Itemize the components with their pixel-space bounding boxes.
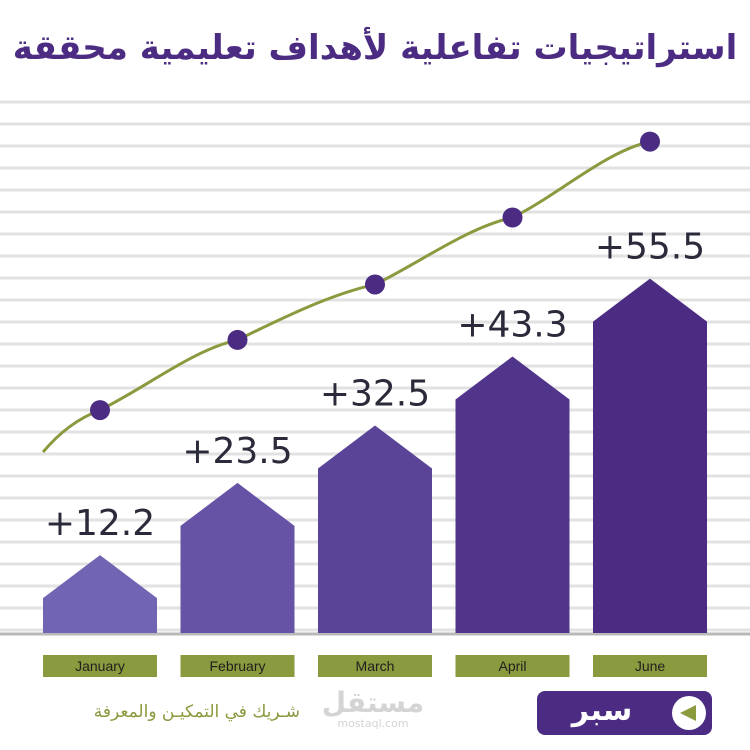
footer-tagline: شـريك في التمكيـن والمعرفة (93, 702, 300, 722)
chart-title: استراتيجيات تفاعلية لأهداف تعليمية محققة (12, 28, 738, 68)
category-label: January (75, 658, 125, 674)
category-label: April (498, 658, 526, 674)
trend-marker (365, 274, 385, 295)
category-label-bg (593, 655, 707, 677)
category-label-bg (180, 655, 295, 677)
category-labels: January February March April June (43, 655, 707, 677)
category-label-bg (455, 655, 570, 677)
play-left-icon (672, 696, 706, 730)
bars (43, 278, 707, 633)
trend-marker (227, 329, 248, 350)
mostaql-watermark-arabic: مستقل (321, 686, 425, 719)
trend-marker (640, 131, 660, 152)
brand-logo: سبر (537, 691, 712, 735)
trend-line (41, 131, 660, 454)
bar (455, 356, 570, 633)
category-label-bg (43, 655, 157, 677)
bar (43, 555, 157, 633)
value-label: +32.5 (320, 373, 430, 414)
bar (593, 278, 707, 633)
trend-marker (502, 207, 523, 228)
category-label: March (356, 658, 395, 674)
brand-name: سبر (571, 693, 633, 728)
value-labels: +12.2 +23.5 +32.5 +43.3 +55.5 (45, 227, 705, 545)
value-label: +12.2 (45, 503, 155, 544)
value-label: +55.5 (595, 227, 705, 268)
mostaql-watermark: مستقل mostaql.com (318, 688, 428, 730)
trend-marker (90, 400, 110, 421)
value-label: +43.3 (457, 304, 567, 345)
mostaql-watermark-url: mostaql.com (337, 717, 409, 730)
category-label: February (209, 658, 265, 674)
category-label-bg (318, 655, 432, 677)
value-label: +23.5 (182, 431, 292, 472)
category-label: June (635, 658, 666, 674)
bar (180, 482, 295, 633)
bar (318, 425, 432, 633)
